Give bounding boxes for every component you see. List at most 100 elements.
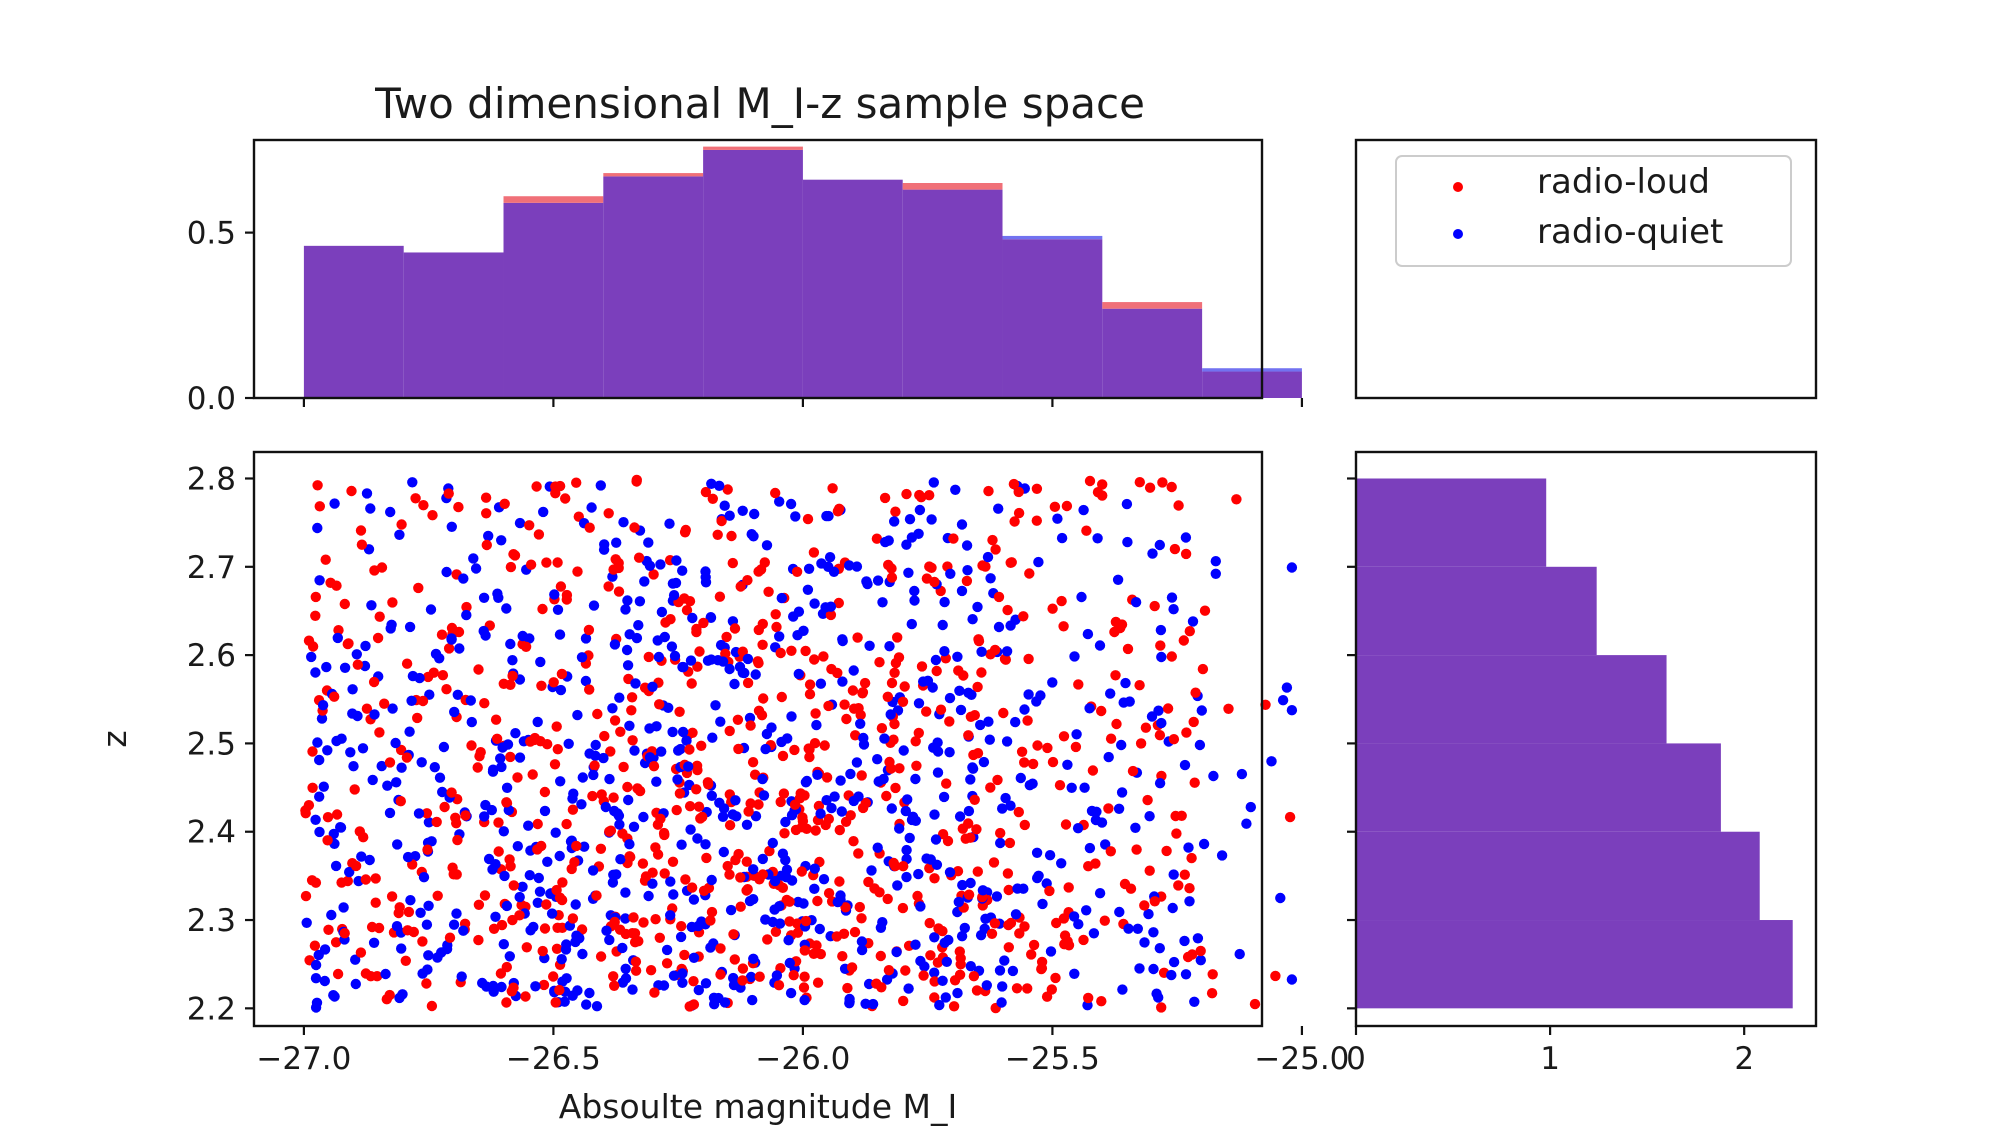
scatter-point-radio-quiet — [498, 826, 509, 837]
scatter-point-radio-loud — [799, 790, 810, 801]
scatter-point-radio-loud — [804, 679, 816, 690]
scatter-point-radio-loud — [1155, 640, 1166, 651]
scatter-point-radio-loud — [1162, 703, 1174, 714]
scatter-point-radio-loud — [360, 874, 371, 885]
scatter-point-radio-loud — [659, 868, 670, 879]
scatter-point-radio-quiet — [314, 754, 325, 766]
scatter-point-radio-loud — [516, 899, 527, 911]
scatter-point-radio-quiet — [955, 704, 967, 716]
scatter-point-radio-quiet — [1146, 711, 1158, 722]
scatter-point-radio-quiet — [1156, 717, 1167, 729]
scatter-panel: −27.0 −26.5 −26.0 −25.5 −25.0 2.2 2.3 2.4 2.5 2.6… — [95, 450, 1349, 1126]
scatter-point-radio-loud — [743, 806, 754, 817]
scatter-point-radio-loud — [741, 856, 752, 867]
scatter-point-radio-quiet — [312, 522, 323, 534]
scatter-point-radio-quiet — [1031, 847, 1043, 858]
scatter-point-radio-quiet — [1148, 927, 1159, 938]
scatter-point-radio-quiet — [481, 981, 492, 992]
scatter-point-radio-loud — [622, 781, 633, 793]
scatter-point-radio-loud — [882, 691, 893, 702]
scatter-point-radio-loud — [722, 484, 733, 495]
scatter-point-radio-loud — [481, 539, 492, 551]
scatter-point-radio-loud — [355, 947, 367, 958]
scatter-point-radio-loud — [684, 801, 696, 812]
scatter-point-radio-loud — [728, 929, 739, 940]
scatter-point-radio-loud — [472, 762, 483, 773]
scatter-point-radio-loud — [461, 601, 472, 613]
scatter-point-radio-quiet — [505, 638, 516, 650]
scatter-point-radio-loud — [520, 991, 531, 1002]
scatter-point-radio-quiet — [368, 937, 380, 948]
scatter-point-radio-loud — [764, 845, 775, 857]
scatter-point-radio-loud — [374, 727, 385, 738]
scatter-point-radio-quiet — [369, 709, 380, 720]
scatter-point-radio-loud — [875, 950, 886, 962]
scatter-point-radio-loud — [350, 860, 362, 872]
scatter-point-radio-loud — [613, 586, 625, 597]
scatter-point-radio-quiet — [570, 936, 581, 948]
scatter-point-radio-loud — [894, 763, 905, 774]
scatter-point-radio-loud — [501, 997, 512, 1008]
scatter-point-radio-quiet — [348, 761, 359, 772]
scatter-point-radio-loud — [729, 954, 740, 965]
scatter-point-radio-loud — [628, 912, 639, 923]
scatter-point-radio-loud — [608, 971, 619, 982]
scatter-point-radio-quiet — [700, 978, 712, 989]
scatter-point-radio-quiet — [956, 585, 968, 597]
scatter-point-radio-loud — [712, 529, 723, 540]
scatter-point-radio-quiet — [496, 535, 507, 546]
scatter-point-radio-loud — [914, 489, 925, 501]
scatter-point-radio-quiet — [1045, 946, 1057, 957]
top-hist-bar-radio-loud — [603, 173, 704, 177]
scatter-point-radio-loud — [804, 751, 815, 763]
scatter-point-radio-loud — [384, 757, 396, 768]
scatter-point-radio-quiet — [542, 856, 553, 867]
scatter-point-radio-loud — [818, 651, 829, 662]
scatter-point-radio-loud — [823, 813, 834, 825]
scatter-point-radio-loud — [963, 730, 974, 741]
scatter-point-radio-loud — [879, 492, 891, 504]
scatter-point-radio-loud — [889, 718, 900, 730]
scatter-point-radio-loud — [507, 670, 518, 682]
scatter-point-radio-quiet — [812, 769, 823, 780]
scatter-point-radio-loud — [300, 890, 312, 902]
scatter-point-radio-quiet — [387, 703, 398, 714]
scatter-point-radio-loud — [1050, 972, 1061, 984]
scatter-point-radio-quiet — [316, 713, 328, 724]
scatter-point-radio-quiet — [454, 643, 465, 654]
scatter-point-radio-quiet — [976, 646, 987, 657]
legend-label-radio-loud: radio-loud — [1537, 162, 1710, 202]
scatter-point-radio-loud — [303, 800, 315, 811]
scatter-point-radio-quiet — [995, 837, 1006, 849]
scatter-point-radio-loud — [567, 804, 579, 815]
scatter-point-radio-loud — [473, 664, 484, 675]
scatter-point-radio-loud — [1149, 896, 1161, 907]
scatter-point-radio-loud — [925, 950, 936, 961]
scatter-point-radio-quiet — [996, 997, 1007, 1008]
scatter-ytick-label: 2.2 — [187, 991, 236, 1027]
scatter-point-radio-loud — [988, 857, 1000, 868]
scatter-point-radio-loud — [885, 763, 897, 774]
scatter-point-radio-loud — [323, 924, 334, 935]
scatter-point-radio-quiet — [907, 811, 919, 822]
scatter-point-radio-loud — [532, 818, 543, 830]
scatter-point-radio-quiet — [570, 899, 581, 910]
scatter-point-radio-loud — [504, 854, 515, 865]
scatter-point-radio-quiet — [416, 757, 427, 768]
scatter-point-radio-quiet — [651, 721, 662, 732]
scatter-point-radio-loud — [561, 589, 573, 601]
scatter-point-radio-loud — [331, 580, 342, 591]
scatter-point-radio-loud — [320, 554, 331, 565]
scatter-point-radio-loud — [810, 708, 821, 719]
scatter-point-radio-quiet — [517, 881, 528, 892]
scatter-point-radio-loud — [369, 565, 380, 576]
scatter-point-radio-loud — [972, 681, 983, 693]
scatter-point-radio-loud — [1058, 621, 1069, 632]
scatter-point-radio-loud — [349, 784, 360, 795]
scatter-point-radio-loud — [971, 824, 982, 835]
scatter-point-radio-quiet — [785, 498, 797, 510]
scatter-point-radio-loud — [332, 968, 344, 980]
scatter-point-radio-loud — [883, 965, 895, 976]
scatter-point-radio-loud — [775, 647, 786, 659]
scatter-point-radio-quiet — [478, 592, 490, 603]
